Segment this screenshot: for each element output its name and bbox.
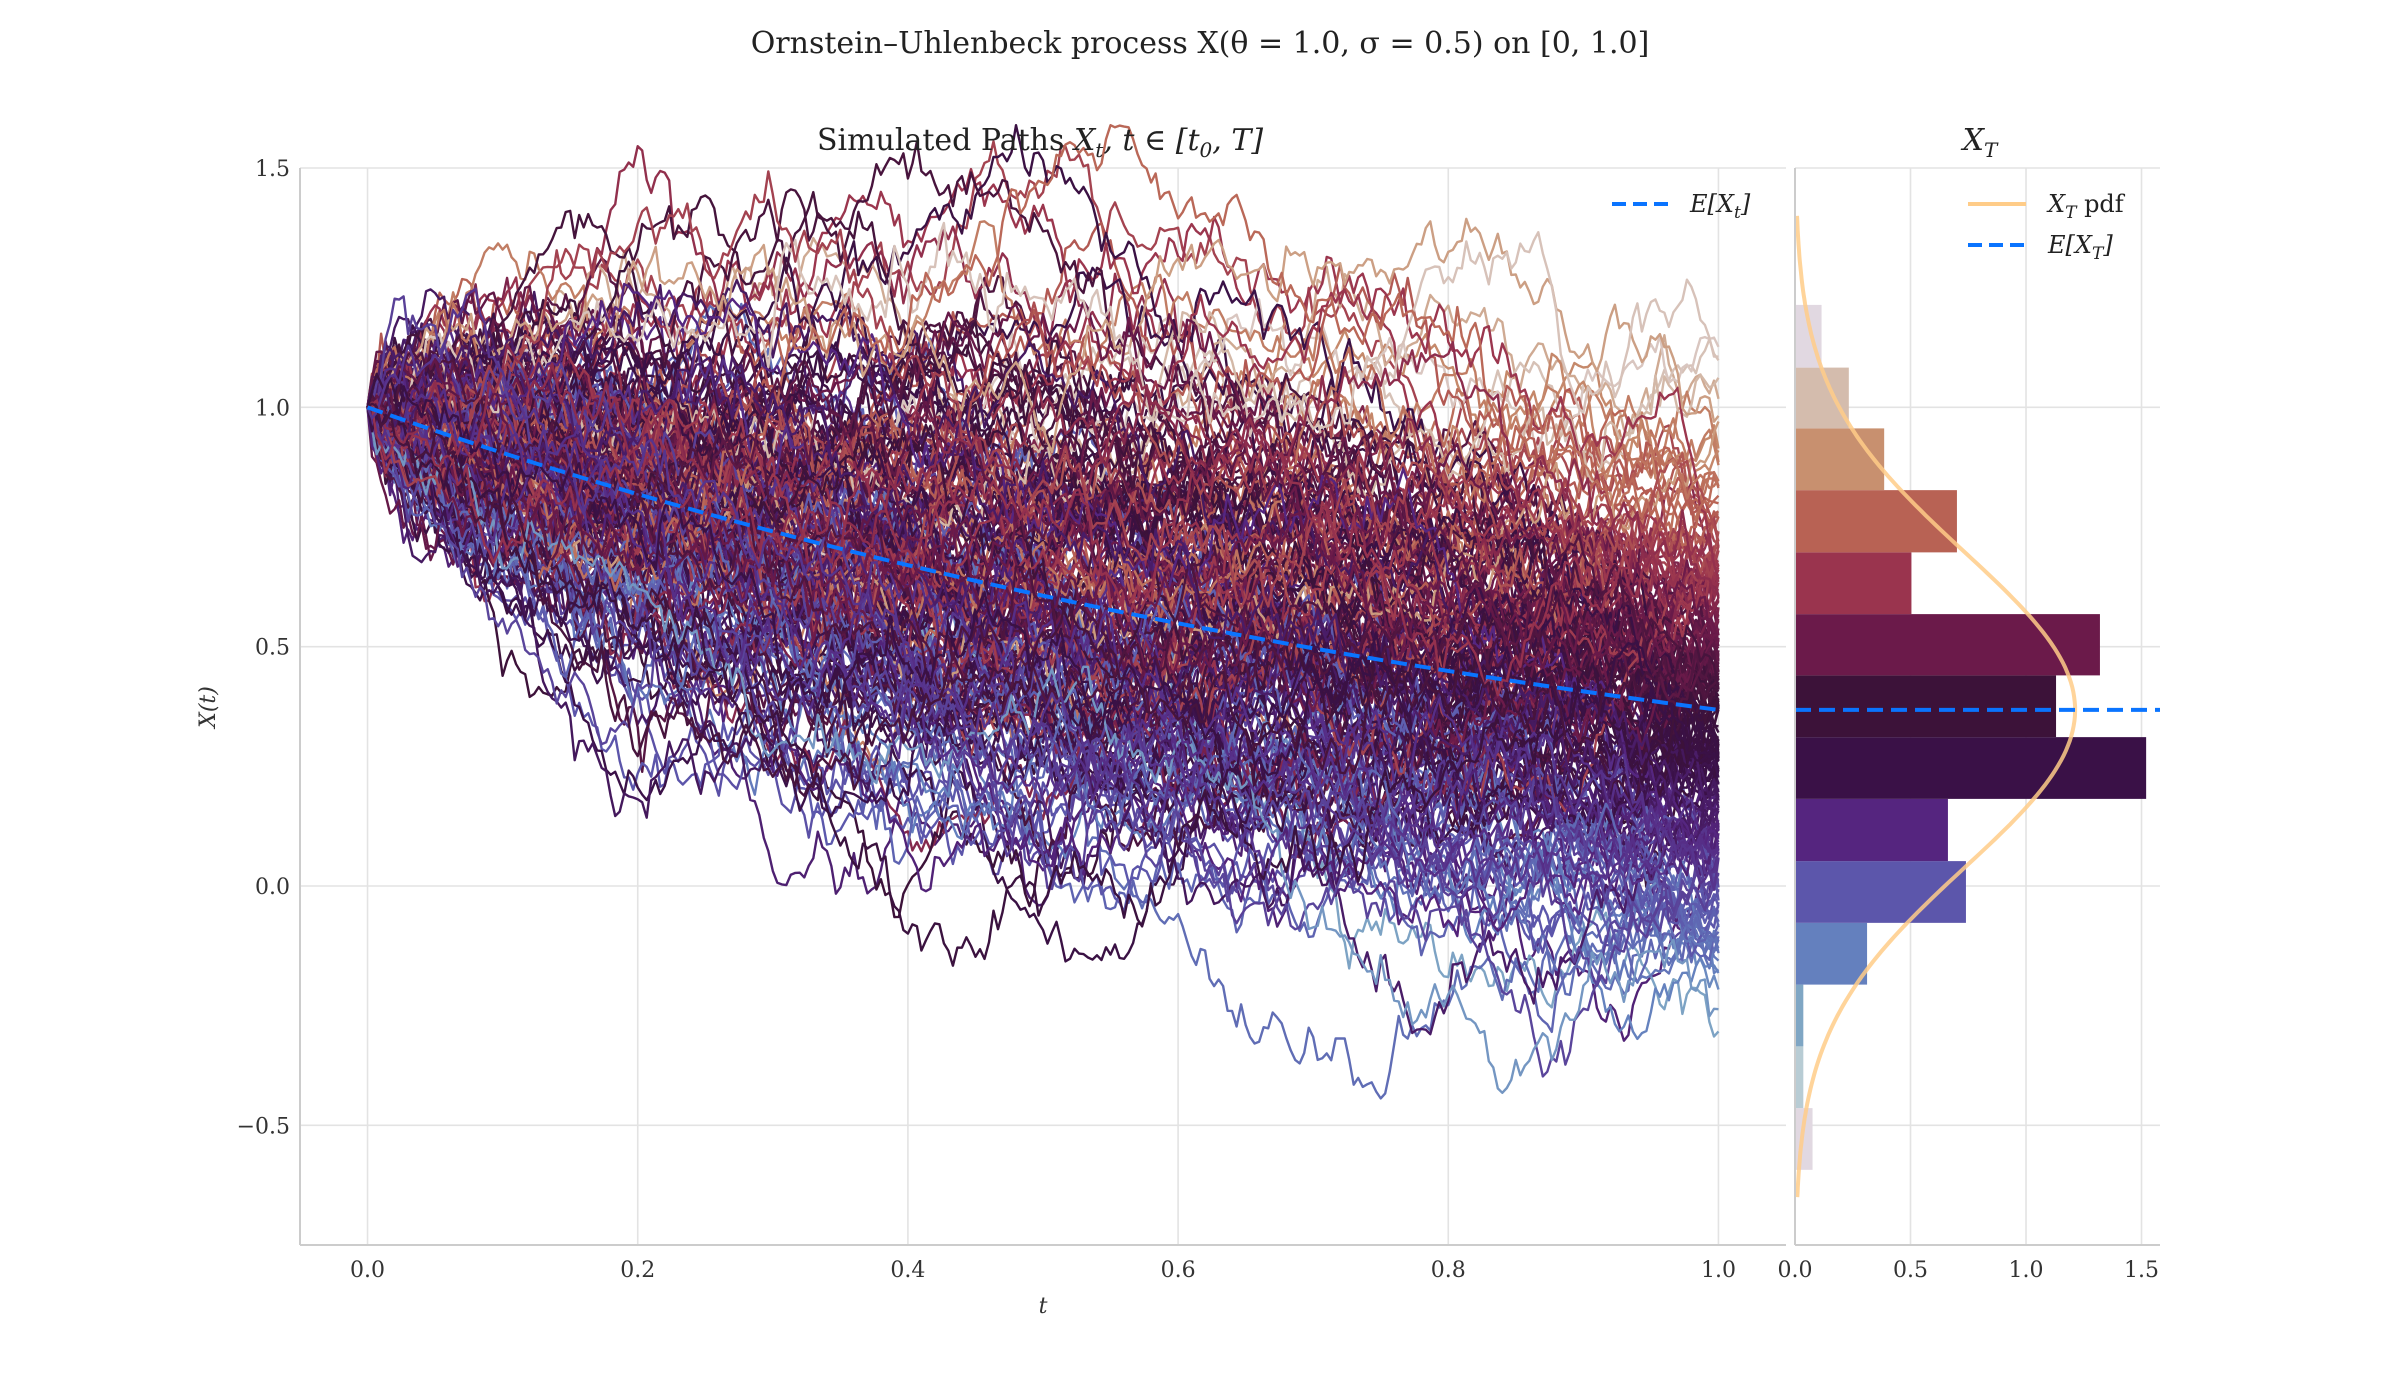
path-line	[367, 354, 1720, 663]
terminal-histogram-axes: 0.0 0.5 1.0 1.5 XT XT pdf E[XT]	[1778, 123, 2160, 1283]
hist-x-tick-label: 1.0	[2009, 1258, 2044, 1283]
path-line	[367, 405, 1720, 697]
path-line	[366, 372, 1720, 967]
histogram-bar	[1795, 552, 1912, 615]
y-tick-label: 1.5	[255, 157, 290, 182]
figure-title: Ornstein–Uhlenbeck process X(θ = 1.0, σ …	[751, 26, 1650, 61]
legend-pdf-label: XT pdf	[2046, 190, 2126, 223]
path-line	[366, 406, 1719, 871]
histogram-legend: XT pdf E[XT]	[1968, 190, 2126, 264]
histogram-bar	[1795, 367, 1849, 429]
paths-legend: E[Xt]	[1612, 190, 1751, 223]
path-line	[366, 385, 1720, 786]
path-line	[366, 170, 1720, 609]
y-tick-label: 0.5	[255, 636, 290, 661]
path-line	[367, 338, 1720, 758]
path-line	[366, 351, 1720, 613]
y-tick-label: −0.5	[237, 1114, 290, 1139]
hist-x-tick-label: 0.5	[1893, 1258, 1928, 1283]
path-line	[366, 287, 1719, 570]
histogram-bar	[1795, 984, 1804, 1047]
x-tick-label: 0.0	[350, 1258, 385, 1283]
paths-axes: 0.0 0.2 0.4 0.6 0.8 1.0 −0.5 0.0 0.5 1.0 1.5 Simul…	[196, 123, 1786, 1319]
y-tick-label: 1.0	[255, 396, 290, 421]
histogram-bar	[1795, 798, 1948, 862]
histogram-title: XT	[1961, 123, 1999, 162]
path-line	[366, 345, 1720, 709]
path-line	[366, 313, 1720, 658]
x-tick-label: 1.0	[1701, 1258, 1736, 1283]
histogram-bars	[1795, 304, 2147, 1170]
histogram-ticks: 0.0 0.5 1.0 1.5	[1778, 1258, 2160, 1283]
paths-ticks: 0.0 0.2 0.4 0.6 0.8 1.0 −0.5 0.0 0.5 1.0 1.5	[237, 157, 1736, 1283]
path-line	[366, 301, 1720, 557]
path-line	[366, 406, 1720, 836]
path-line	[366, 312, 1720, 764]
path-line	[366, 350, 1720, 701]
hist-x-tick-label: 0.0	[1778, 1258, 1813, 1283]
histogram-bar	[1795, 922, 1868, 985]
x-tick-label: 0.2	[620, 1258, 655, 1283]
path-line	[366, 377, 1720, 705]
y-axis-label: X(t)	[196, 686, 221, 730]
x-tick-label: 0.4	[890, 1258, 925, 1283]
paths-title: Simulated Paths Xt, t ∈ [t0, T]	[817, 123, 1263, 162]
histogram-bar	[1795, 428, 1885, 491]
path-line	[366, 384, 1720, 728]
path-line	[366, 217, 1720, 454]
path-line	[366, 298, 1720, 559]
path-line	[366, 390, 1720, 958]
histogram-bar	[1795, 675, 2057, 738]
path-line	[366, 388, 1720, 905]
x-tick-label: 0.8	[1431, 1258, 1466, 1283]
path-line	[366, 407, 1719, 1095]
histogram-bar	[1795, 614, 2100, 676]
expectation-line	[366, 405, 1719, 712]
path-line	[366, 405, 1720, 1034]
path-line	[366, 221, 1719, 437]
path-line	[366, 376, 1720, 824]
path-line	[366, 398, 1720, 751]
simulated-paths	[366, 123, 1720, 1100]
histogram-bar	[1795, 737, 2147, 799]
hist-x-tick-label: 1.5	[2124, 1258, 2159, 1283]
x-tick-label: 0.6	[1161, 1258, 1196, 1283]
legend-expectation-label: E[Xt]	[1689, 190, 1751, 223]
path-line	[367, 404, 1720, 943]
path-line	[366, 287, 1720, 891]
path-line	[366, 402, 1720, 797]
y-tick-label: 0.0	[255, 875, 290, 900]
path-line	[367, 404, 1720, 1078]
path-line	[366, 282, 1720, 847]
histogram-bar	[1795, 1046, 1804, 1109]
path-line	[366, 406, 1720, 913]
x-axis-label: t	[1039, 1294, 1048, 1319]
path-line	[366, 362, 1720, 987]
legend-terminal-expectation-label: E[XT]	[2047, 231, 2113, 264]
path-line	[366, 341, 1720, 594]
pdf-curve	[1795, 215, 2078, 1198]
